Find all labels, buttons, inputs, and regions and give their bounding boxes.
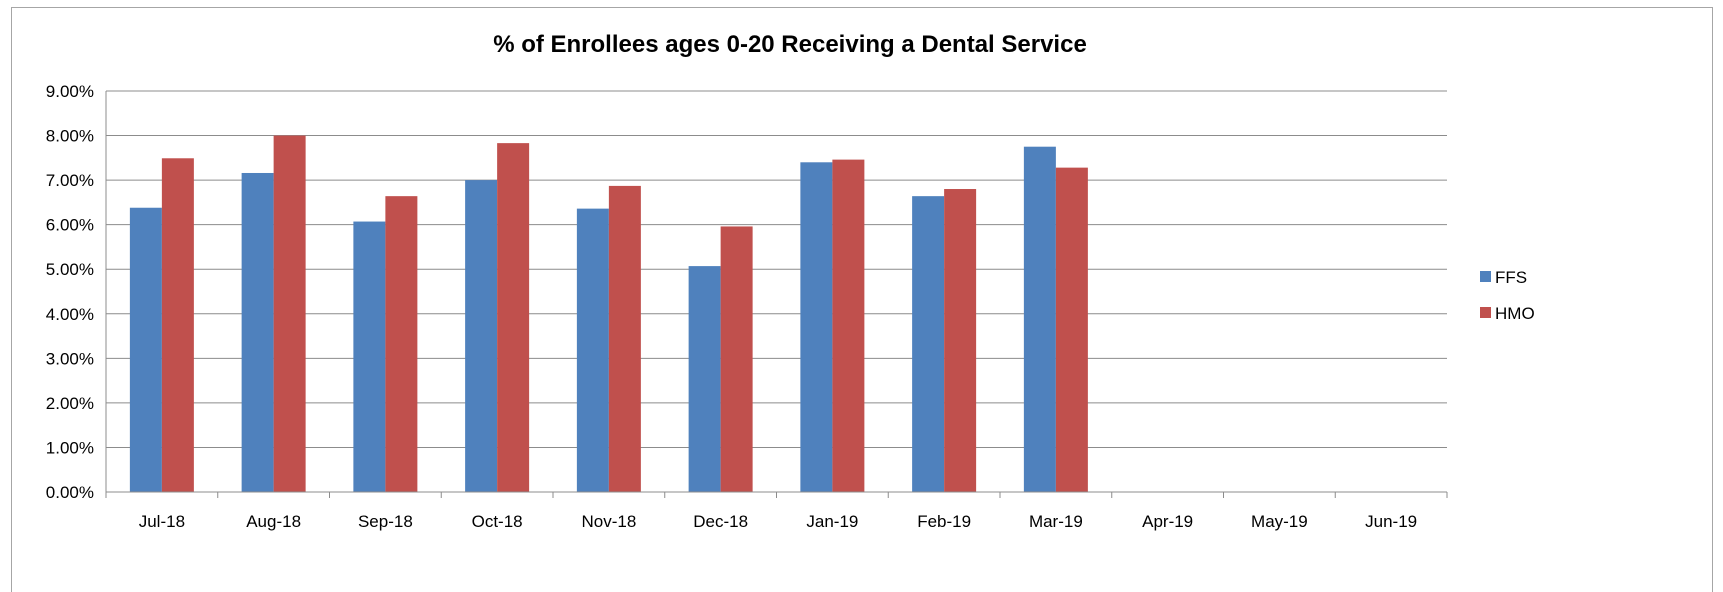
legend-label-hmo: HMO bbox=[1495, 304, 1535, 323]
axes: Jul-18 Aug-18 Sep-18 Oct-18 Nov-18 Dec-18 Jan-… bbox=[105, 91, 1448, 531]
bar-ffs bbox=[465, 180, 498, 492]
y-tick-label: 7.00% bbox=[46, 171, 94, 190]
bar-hmo bbox=[720, 226, 753, 492]
x-tick-label: Jan-19 bbox=[806, 512, 858, 531]
x-tick-label: Nov-18 bbox=[581, 512, 636, 531]
bar-ffs bbox=[688, 266, 721, 492]
x-tick-label: Dec-18 bbox=[693, 512, 748, 531]
gridlines: 0.00% 1.00% 2.00% 3.00% 4.00% 5.00% 6.00% 7.00%… bbox=[46, 82, 1447, 502]
y-tick-label: 9.00% bbox=[46, 82, 94, 101]
bar-hmo bbox=[944, 189, 977, 492]
x-tick-label: Mar-19 bbox=[1029, 512, 1083, 531]
x-tick-label: Sep-18 bbox=[358, 512, 413, 531]
bar-hmo bbox=[608, 185, 641, 493]
y-tick-label: 4.00% bbox=[46, 305, 94, 324]
legend-swatch-ffs bbox=[1480, 271, 1491, 282]
x-tick-label: Oct-18 bbox=[472, 512, 523, 531]
bars bbox=[129, 135, 1088, 493]
legend-swatch-hmo bbox=[1480, 307, 1491, 318]
bar-hmo bbox=[273, 135, 306, 493]
bar-hmo bbox=[497, 143, 530, 492]
bar-hmo bbox=[385, 196, 418, 492]
x-tick-label: May-19 bbox=[1251, 512, 1308, 531]
y-tick-label: 5.00% bbox=[46, 260, 94, 279]
bar-hmo bbox=[1055, 167, 1088, 492]
bar-ffs bbox=[800, 162, 833, 493]
y-tick-label: 2.00% bbox=[46, 394, 94, 413]
legend: FFS HMO bbox=[1480, 268, 1535, 323]
y-tick-label: 0.00% bbox=[46, 483, 94, 502]
x-tick-label: Apr-19 bbox=[1142, 512, 1193, 531]
bar-ffs bbox=[129, 207, 162, 493]
y-tick-label: 3.00% bbox=[46, 349, 94, 368]
x-tick-label: Feb-19 bbox=[917, 512, 971, 531]
x-tick-label: Aug-18 bbox=[246, 512, 301, 531]
bar-hmo bbox=[832, 159, 865, 493]
bar-ffs bbox=[912, 196, 945, 492]
x-tick-label: Jul-18 bbox=[139, 512, 185, 531]
y-tick-label: 1.00% bbox=[46, 438, 94, 457]
bar-ffs bbox=[241, 172, 274, 492]
y-tick-label: 6.00% bbox=[46, 216, 94, 235]
x-tick-label: Jun-19 bbox=[1365, 512, 1417, 531]
legend-label-ffs: FFS bbox=[1495, 268, 1527, 287]
bar-ffs bbox=[353, 221, 386, 492]
bar-ffs bbox=[1023, 146, 1056, 492]
bar-ffs bbox=[576, 208, 609, 493]
chart-title: % of Enrollees ages 0-20 Receiving a Den… bbox=[493, 31, 1087, 58]
y-tick-label: 8.00% bbox=[46, 127, 94, 146]
bar-hmo bbox=[161, 158, 194, 493]
